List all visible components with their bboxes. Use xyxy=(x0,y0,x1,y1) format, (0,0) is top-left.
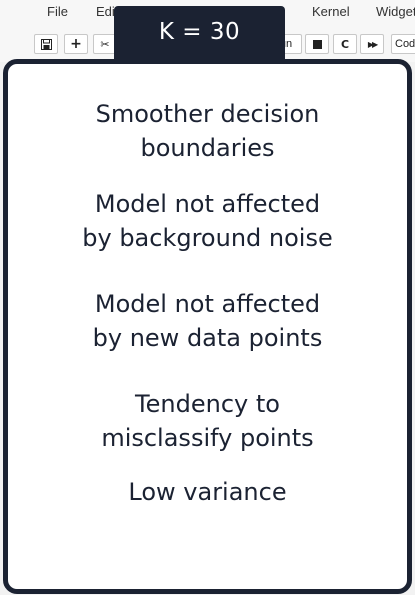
point-line: Model not affected xyxy=(94,290,321,318)
slide-title: K = 30 xyxy=(158,19,241,45)
restart-icon: C xyxy=(340,37,350,51)
cell-type-select[interactable]: Cod xyxy=(391,34,415,54)
point-line: Low variance xyxy=(128,478,287,506)
plus-icon: + xyxy=(70,36,82,52)
fast-forward-icon: ▶▶ xyxy=(367,39,378,49)
slide-title-tab: K = 30 xyxy=(114,6,285,62)
point-line: boundaries xyxy=(140,134,275,162)
point-line: Tendency to xyxy=(135,390,280,418)
menu-widgets[interactable]: Widget xyxy=(376,4,415,19)
stop-icon xyxy=(312,39,322,49)
insert-cell-button[interactable]: + xyxy=(64,34,88,54)
scissors-icon: ✂ xyxy=(100,37,110,51)
point-background-noise: Model not affected by background noise xyxy=(8,187,407,255)
slide-card: Smoother decision boundaries Model not a… xyxy=(3,59,412,594)
interrupt-kernel-button[interactable] xyxy=(305,34,329,54)
point-smoother-boundaries: Smoother decision boundaries xyxy=(8,97,407,165)
point-line: by new data points xyxy=(92,324,323,352)
menu-edit[interactable]: Edit xyxy=(96,4,119,19)
point-line: by background noise xyxy=(82,224,333,252)
point-line: misclassify points xyxy=(101,424,314,452)
point-new-data: Model not affected by new data points xyxy=(8,287,407,355)
restart-kernel-button[interactable]: C xyxy=(333,34,357,54)
save-button[interactable] xyxy=(34,34,58,54)
floppy-disk-icon xyxy=(40,38,52,50)
restart-run-all-button[interactable]: ▶▶ xyxy=(360,34,384,54)
point-line: Model not affected xyxy=(94,190,321,218)
point-low-variance: Low variance xyxy=(8,475,407,509)
menu-file[interactable]: File xyxy=(47,4,68,19)
menu-kernel[interactable]: Kernel xyxy=(312,4,350,19)
cell-type-value: Cod xyxy=(395,38,415,50)
point-line: Smoother decision xyxy=(95,100,320,128)
point-misclassify: Tendency to misclassify points xyxy=(8,387,407,455)
